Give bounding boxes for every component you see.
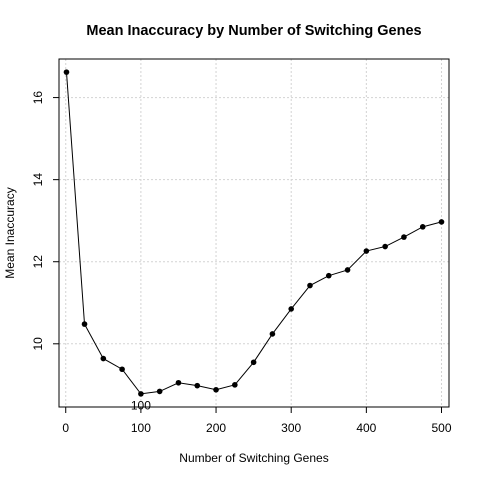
data-point [175, 379, 182, 386]
data-point [363, 248, 370, 254]
data-points [63, 69, 445, 397]
data-point [119, 366, 125, 373]
data-point [138, 391, 144, 397]
data-point [81, 321, 88, 327]
data-point [438, 219, 445, 225]
data-point [232, 382, 238, 388]
data-point [307, 282, 313, 289]
data-point [100, 355, 107, 362]
x-tick-label: 200 [206, 421, 226, 435]
grid [59, 59, 449, 407]
x-tick-label: 300 [281, 421, 301, 435]
plot-frame [58, 58, 450, 408]
data-point [382, 243, 388, 250]
y-tick-label: 14 [31, 173, 45, 187]
data-point [288, 306, 295, 312]
x-tick-label: 400 [356, 421, 376, 435]
data-point [269, 331, 276, 337]
data-point [63, 69, 70, 75]
data-point [250, 359, 257, 366]
x-axis: 0 100 200 300 400 500 [62, 407, 452, 435]
data-point [419, 224, 426, 230]
series [65, 72, 442, 395]
data-point [213, 386, 219, 393]
data-point [401, 234, 407, 240]
y-tick-label: 16 [31, 91, 45, 105]
annotations: 100 [131, 398, 151, 412]
data-point [325, 272, 332, 279]
y-axis-label: Mean Inaccuracy [3, 187, 17, 278]
x-axis-label: Number of Switching Genes [179, 451, 328, 465]
annotation-label: 100 [131, 398, 151, 412]
chart-title: Mean Inaccuracy by Number of Switching G… [86, 23, 421, 39]
x-tick-label: 100 [131, 421, 151, 435]
data-point [194, 382, 201, 389]
x-tick-label: 0 [62, 421, 69, 435]
data-point [156, 388, 163, 395]
x-tick-label: 500 [431, 421, 451, 435]
y-axis: 10 12 14 16 [31, 91, 59, 351]
y-tick-label: 10 [31, 337, 45, 351]
series-line [65, 72, 442, 395]
data-point [344, 267, 351, 273]
y-tick-label: 12 [31, 255, 45, 269]
